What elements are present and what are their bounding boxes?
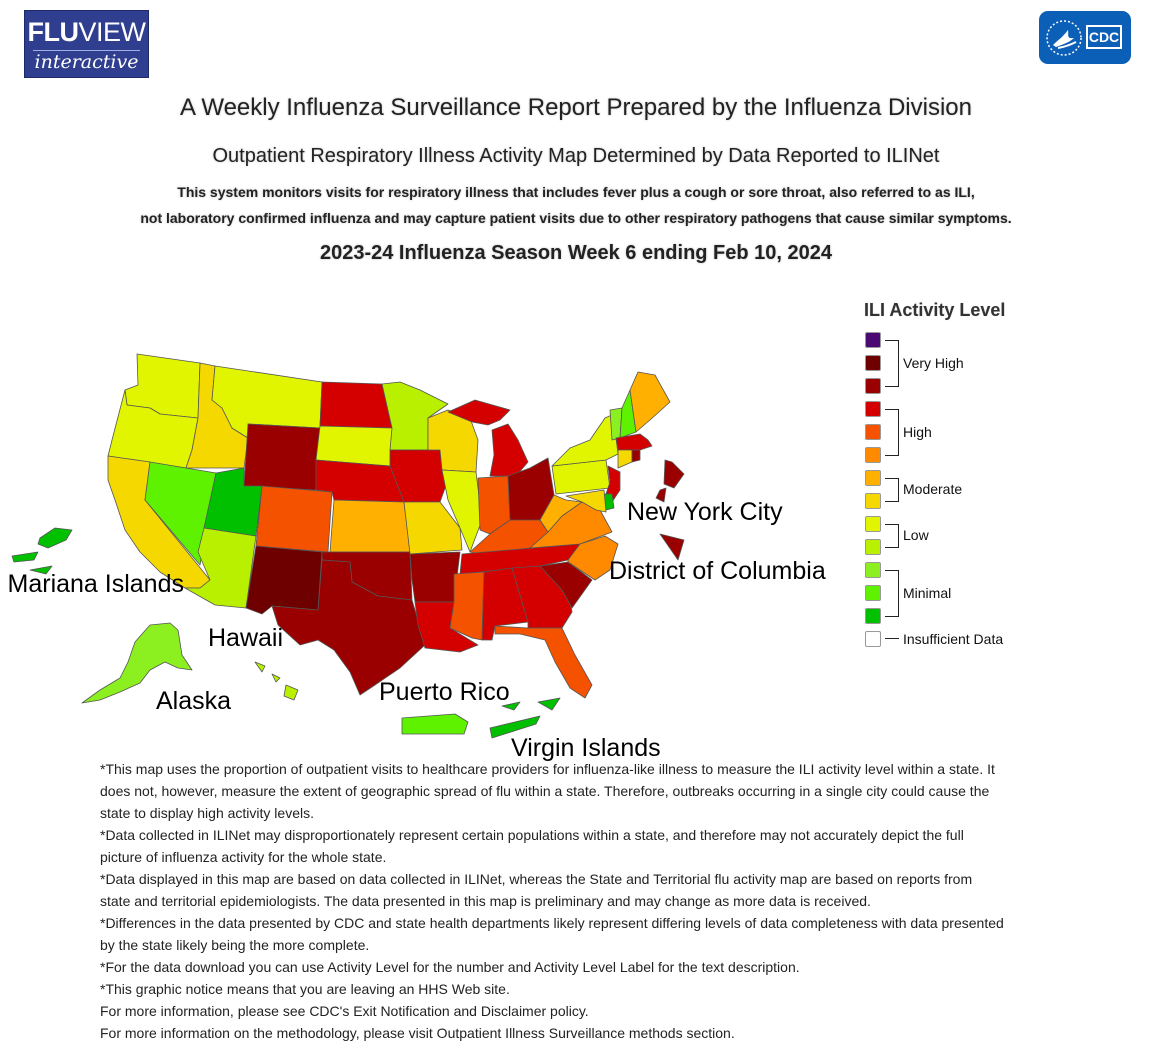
legend-swatch-level-2 [865,585,881,601]
fluview-logo-interactive: interactive [34,51,139,73]
label-alaska: Alaska [156,687,232,715]
footnote: *This map uses the proportion of outpati… [100,761,995,821]
footnote: *Data collected in ILINet may disproport… [100,827,964,865]
region-alaska[interactable] [81,622,193,704]
legend-label-low: Low [903,527,929,543]
label-new-york-city: New York City [627,498,783,526]
state-wyoming[interactable] [243,423,321,491]
label-hawaii: Hawaii [208,624,284,652]
page-title: A Weekly Influenza Surveillance Report P… [180,94,972,121]
region-n-mariana-islands[interactable] [11,527,73,575]
season-week-title: 2023-24 Influenza Season Week 6 ending F… [319,242,833,264]
footnote: *This graphic notice means that you are … [100,981,510,997]
legend-swatch-level-12 [865,355,881,371]
legend-label-insufficient: Insufficient Data [903,631,1004,647]
legend-label-moderate: Moderate [903,481,963,497]
cdc-wordmark: CDC [1086,25,1122,49]
state-texas[interactable] [271,559,426,696]
legend-swatch-level-11 [865,378,881,394]
legend-title: ILI Activity Level [864,300,1006,320]
us-ili-map [11,353,685,739]
fluview-logo[interactable]: FLUVIEW interactive [24,10,149,78]
ili-legend: ILI Activity Level Very High High Modera… [864,300,1064,660]
state-mississippi[interactable] [449,571,485,641]
bracket-moderate [885,478,899,502]
state-arizona[interactable] [184,527,257,609]
footnote: For more information, please see CDC's E… [100,1003,589,1019]
legend-swatch-level-9 [865,424,881,440]
state-north-dakota[interactable] [319,381,393,429]
region-puerto-rico[interactable] [401,713,469,735]
region-new-york-city[interactable] [655,459,685,503]
region-district-of-columbia[interactable] [659,533,685,561]
fluview-logo-flu: FLU [27,17,79,47]
label-n-mariana-islands: N. Mariana Islands [0,570,184,598]
footnote: *Data displayed in this map are based on… [100,871,973,909]
region-hawaii[interactable] [254,661,299,701]
label-puerto-rico: Puerto Rico [379,678,510,706]
description-line-1: This system monitors visits for respirat… [177,184,975,200]
bracket-low [885,524,899,548]
description-line-2: not laboratory confirmed influenza and m… [140,210,1012,226]
state-rhode-island[interactable] [631,449,641,463]
label-district-of-columbia: District of Columbia [609,557,826,585]
footnote: *For the data download you can use Activ… [100,959,800,975]
state-connecticut[interactable] [617,449,633,469]
state-new-york[interactable] [551,413,619,467]
map-title: Outpatient Respiratory Illness Activity … [212,145,940,167]
state-south-carolina[interactable] [539,561,593,609]
legend-label-high: High [903,424,932,440]
state-arkansas[interactable] [409,551,461,603]
hhs-eagle-icon [1046,20,1082,56]
legend-swatch-level-8 [865,447,881,463]
region-virgin-islands[interactable] [489,697,561,739]
label-virgin-islands: Virgin Islands [511,734,661,762]
bracket-high [885,409,899,456]
legend-label-minimal: Minimal [903,585,952,601]
footnote: For more information on the methodology,… [100,1025,735,1041]
state-south-dakota[interactable] [315,425,393,467]
footnote: *Differences in the data presented by CD… [100,915,1004,953]
state-maryland[interactable] [565,489,607,513]
state-missouri[interactable] [403,501,463,555]
legend-swatch-level-7 [865,470,881,486]
legend-swatch-level-10 [865,401,881,417]
fluview-logo-view: VIEW [78,17,146,47]
legend-swatch-insufficient [865,631,881,647]
state-new-mexico[interactable] [245,545,323,615]
state-colorado[interactable] [255,485,333,553]
bracket-very-high [885,340,899,387]
state-kansas[interactable] [329,499,411,553]
bracket-minimal [885,570,899,617]
footnotes: *This map uses the proportion of outpati… [100,758,1005,1044]
state-florida[interactable] [494,625,593,699]
legend-swatch-level-5 [865,516,881,532]
legend-swatch-level-13 [865,332,881,348]
cdc-logo[interactable]: CDC [1039,11,1131,64]
legend-swatch-level-6 [865,493,881,509]
legend-swatch-level-4 [865,539,881,555]
legend-swatch-level-3 [865,562,881,578]
legend-label-very-high: Very High [903,355,964,371]
state-michigan[interactable] [447,399,529,477]
legend-swatch-level-1 [865,608,881,624]
state-maine[interactable] [629,371,671,433]
